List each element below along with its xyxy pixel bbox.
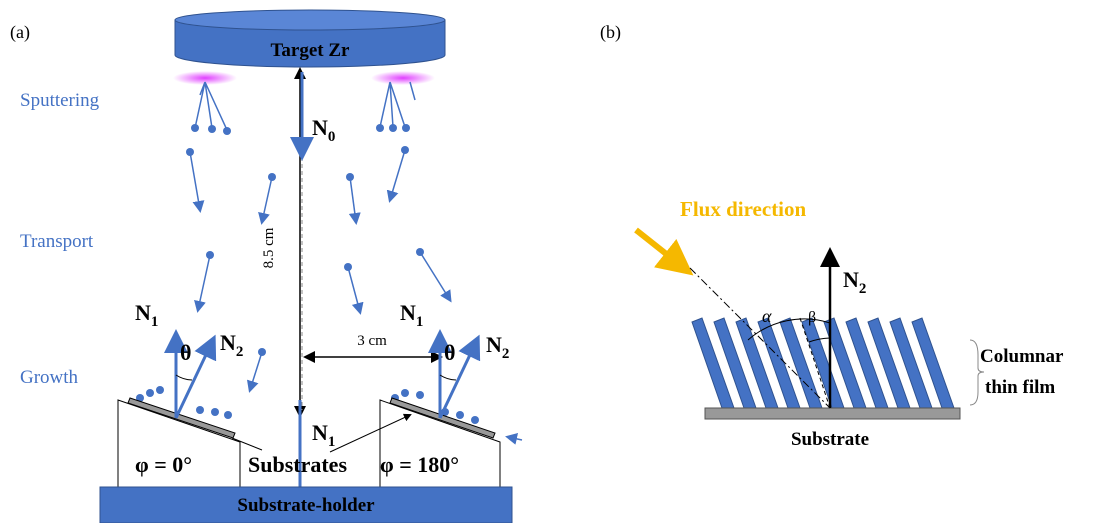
plasma xyxy=(371,71,435,85)
n2-label: N2 xyxy=(220,330,243,360)
distance-label: 3 cm xyxy=(357,333,387,349)
substrates-label: Substrates xyxy=(248,452,347,477)
angle-arc xyxy=(175,374,193,381)
panel-label: (b) xyxy=(600,22,621,43)
film-label: thin film xyxy=(985,377,1055,398)
trajectories xyxy=(189,81,523,445)
theta: θ xyxy=(180,340,191,365)
distance-label: 8.5 cm xyxy=(261,227,277,268)
n2-label: N2 xyxy=(843,267,866,297)
holder-label: Substrate-holder xyxy=(237,495,375,516)
stage-label: Growth xyxy=(20,367,79,388)
substrate-bar xyxy=(704,407,961,420)
target xyxy=(174,19,446,68)
n2-arrow xyxy=(438,334,481,419)
angle-arc xyxy=(439,374,457,381)
stage-label: Transport xyxy=(20,231,94,252)
n0-label: N0 xyxy=(312,115,335,145)
brace xyxy=(969,339,985,406)
holder xyxy=(99,486,513,523)
flux-label: Flux direction xyxy=(680,197,807,221)
n1-label: N1 xyxy=(312,420,335,450)
alpha: α xyxy=(762,306,772,326)
columns xyxy=(691,317,955,409)
phi-label: φ = 180° xyxy=(380,452,459,477)
stage-label: Sputtering xyxy=(20,90,100,111)
n2-arrow xyxy=(174,334,217,419)
beta: β xyxy=(808,309,816,326)
panel-label: (a) xyxy=(10,22,30,43)
substrate-label: Substrate xyxy=(791,429,869,450)
target-top xyxy=(174,9,446,31)
film-label: Columnar xyxy=(980,346,1064,367)
n2-label: N2 xyxy=(486,332,509,362)
theta: θ xyxy=(444,340,455,365)
alpha-arc xyxy=(747,318,831,341)
plasma xyxy=(173,71,237,85)
beta-arc xyxy=(808,337,831,343)
panel-a: (a) Target Zr Sputtering Transport Growt… xyxy=(10,9,523,523)
n1-label: N1 xyxy=(400,300,423,330)
phi-label: φ = 0° xyxy=(135,452,192,477)
flux-arrow xyxy=(634,227,694,276)
flux-line xyxy=(689,267,831,409)
particles xyxy=(136,124,479,424)
pointer xyxy=(231,415,410,453)
n1-label: N1 xyxy=(135,300,158,330)
panel-b: (b) Flux direction α β N2 Columnar thin … xyxy=(600,22,1064,450)
target-label: Target Zr xyxy=(271,40,351,61)
column-axis xyxy=(799,317,831,409)
